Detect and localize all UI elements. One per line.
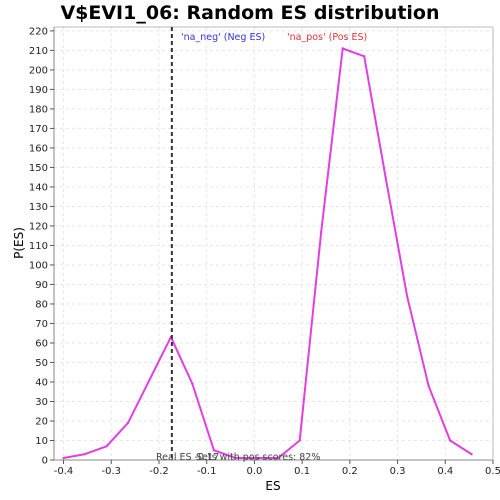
data-point	[212, 449, 216, 452]
y-tick-label: 180	[29, 104, 48, 115]
grid-layer	[54, 27, 494, 461]
x-tick-label: -0.3	[102, 466, 122, 477]
data-point	[341, 47, 344, 50]
data-point	[126, 421, 130, 425]
x-axis-label: ES	[265, 479, 280, 493]
y-tick-label: 30	[35, 397, 48, 408]
y-tick-label: 190	[29, 85, 48, 96]
y-tick-label: 170	[29, 124, 48, 135]
y-tick-label: 50	[35, 358, 48, 369]
y-tick-label: 110	[29, 241, 48, 252]
data-point	[427, 384, 430, 388]
y-axis-label: P(ES)	[12, 227, 26, 259]
x-tick-label: 0.0	[246, 466, 262, 477]
y-tick-label: 210	[29, 46, 48, 57]
y-tick-label: 130	[29, 202, 48, 213]
neg-es-label: 'na_neg' (Neg ES)	[181, 32, 265, 43]
y-tick-label: 150	[29, 163, 48, 174]
data-point	[470, 452, 473, 456]
x-tick-label: 0.3	[390, 466, 406, 477]
x-tick-label: 0.4	[437, 466, 453, 477]
pos-scores-label: Sets with pos scores: 82%	[196, 452, 320, 463]
data-point	[298, 439, 301, 442]
real-es-label: Real ES -0.17	[156, 452, 219, 463]
data-point	[255, 456, 258, 460]
data-point	[62, 456, 65, 460]
pos-es-label: 'na_pos' (Pos ES)	[287, 32, 367, 43]
plot-area	[54, 27, 493, 460]
y-tick-label: 40	[35, 377, 48, 388]
data-point	[105, 445, 108, 448]
x-tick-label: -0.2	[149, 466, 169, 477]
y-tick-label: 200	[29, 65, 48, 76]
y-tick-label: 0	[42, 456, 48, 467]
y-tick-label: 160	[29, 143, 48, 154]
axes-layer: -0.4 -0.3 -0.2 -0.1 0.0 0.1 0.2 0.3 0.4 0.5 0 10 20 3…	[29, 26, 500, 477]
y-tick-label: 80	[35, 299, 48, 310]
y-tick-label: 10	[35, 436, 48, 447]
x-tick-label: 0.1	[294, 466, 310, 477]
series-layer	[62, 47, 473, 460]
data-point	[384, 175, 387, 179]
data-point	[448, 439, 452, 442]
data-point	[191, 382, 194, 386]
data-point	[362, 55, 366, 58]
y-tick-label: 70	[35, 319, 48, 330]
y-tick-label: 220	[29, 26, 48, 37]
data-point	[234, 456, 237, 460]
data-point	[83, 452, 87, 456]
x-tick-label: 0.5	[485, 466, 500, 477]
y-tick-label: 60	[35, 338, 48, 349]
chart-title: V$EVI1_06: Random ES distribution	[60, 2, 439, 24]
y-tick-label: 100	[29, 260, 48, 271]
x-tick-label: -0.4	[54, 466, 74, 477]
data-point	[405, 294, 409, 298]
y-tick-label: 20	[35, 416, 48, 427]
y-tick-label: 90	[35, 280, 48, 291]
y-tick-label: 120	[29, 221, 48, 232]
x-tick-label: -0.1	[197, 466, 217, 477]
y-tick-label: 140	[29, 182, 48, 193]
data-point	[277, 456, 280, 460]
x-tick-label: 0.2	[342, 466, 358, 477]
data-point	[320, 230, 323, 233]
